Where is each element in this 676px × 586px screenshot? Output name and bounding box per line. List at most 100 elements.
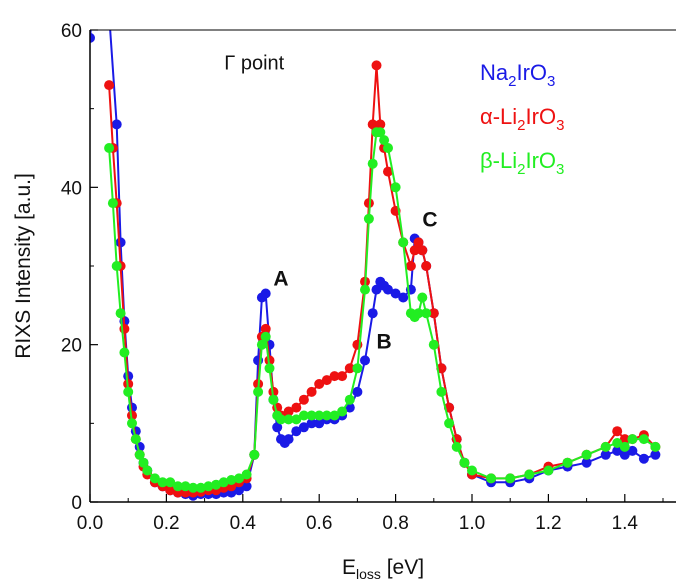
data-point [428,308,439,319]
data-point [115,308,126,319]
data-point [627,445,638,456]
data-point [344,363,355,374]
data-point [115,237,126,248]
legend-entry-part: IrO [516,60,547,85]
data-point [409,245,420,256]
x-tick-label: 0.6 [306,513,332,534]
annotations: Γ point A B C [224,52,437,353]
annotation-label: Γ point [224,52,284,74]
data-point [619,434,630,445]
annotation-label: B [377,331,392,354]
data-point [367,119,378,130]
data-point [272,422,283,433]
data-point [436,386,447,397]
data-point [234,485,244,496]
series-0 [90,30,661,501]
data-point [260,331,271,342]
data-point [172,481,183,492]
data-point [314,379,325,389]
data-point [650,441,661,452]
x-tick-label: 1.0 [459,513,485,534]
data-point [363,198,374,209]
data-point [241,481,252,492]
data-point [134,449,145,460]
data-point [444,418,455,429]
data-point [417,245,428,256]
data-point [306,418,317,429]
tick-labels: 0.0 0.2 0.4 0.6 0.8 1.0 1.2 1.4 0 20 40 60 [61,21,639,534]
data-point [107,198,118,209]
series-2 [104,127,661,493]
data-point [306,410,317,421]
series-line [90,30,656,497]
data-point [371,284,382,295]
x-axis-label-unit: [eV] [381,556,424,579]
data-point [367,158,378,169]
data-point [256,339,267,350]
data-point [157,477,168,488]
legend-entry-part: 2 [517,117,525,134]
legend-entry-part: IrO [525,148,556,173]
x-tick-label: 0.0 [77,513,103,534]
data-point [363,213,374,224]
data-point [130,434,141,445]
data-point [226,475,237,485]
data-point [165,485,176,496]
data-point [149,473,160,484]
data-point [627,434,638,445]
data-point [142,465,153,476]
data-point [111,119,122,130]
data-point [218,477,229,488]
data-point [276,414,286,425]
data-point [379,135,390,146]
y-tick-label: 40 [61,178,82,199]
y-tick-label: 20 [61,336,82,357]
data-point [123,386,134,397]
x-tick-label: 1.2 [535,513,561,534]
data-point [413,308,424,319]
data-point [321,410,332,421]
data-point [375,127,386,138]
data-point [612,445,623,456]
data-point [180,481,191,492]
legend-entry-part: β-Li [480,148,517,173]
y-axis-label: RIXS Intensity [a.u.] [12,173,35,359]
data-point [543,465,554,476]
data-point [188,482,199,493]
data-point [344,394,355,405]
data-point [600,441,611,452]
legend-entry: α-Li2IrO3 [480,104,564,134]
data-point [298,422,309,433]
legend-entry: β-Li2IrO3 [480,148,564,178]
data-point [260,288,271,299]
data-point [383,166,393,177]
data-point [314,418,325,429]
data-point [253,386,264,397]
data-point [283,434,294,445]
data-point [298,410,309,421]
x-tick-label: 0.4 [230,513,257,534]
data-point [421,261,432,271]
data-point [486,473,497,484]
data-point [612,438,623,448]
data-point [314,410,325,421]
data-point [360,355,370,366]
x-tick-label: 0.2 [153,513,179,534]
legend-entry-part: 3 [547,73,555,90]
annotation-label: A [273,268,288,291]
data-point [283,406,294,417]
y-tick-label: 0 [71,493,82,514]
data-point [467,465,477,476]
data-point [329,371,340,382]
data-point [405,261,416,271]
data-point [90,32,95,43]
data-point [234,473,244,484]
data-point [398,237,409,248]
data-point [459,457,470,468]
data-point [264,363,275,374]
legend-entry-part: 3 [556,161,564,178]
data-point [505,473,516,484]
data-point [138,457,149,468]
data-point [291,414,302,425]
